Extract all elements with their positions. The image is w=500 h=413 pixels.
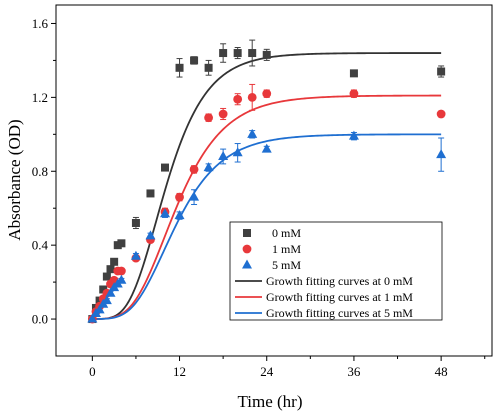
y-tick-label: 1.2 — [32, 90, 48, 105]
data-point-triangle — [218, 150, 229, 160]
legend-label: 0 mM — [272, 226, 301, 240]
y-tick-label: 1.6 — [32, 16, 49, 31]
legend-box — [229, 221, 443, 321]
data-point-triangle — [189, 191, 200, 201]
data-point-triangle — [87, 313, 98, 323]
data-point-triangle — [261, 143, 272, 153]
axes: 0 12 24 36 48 0.0 0.4 0.8 1.2 1.6 — [32, 4, 493, 379]
data-point-triangle — [94, 304, 105, 314]
data-point-circle — [218, 109, 228, 119]
data-point-triangle — [160, 208, 170, 218]
data-point-triangle — [247, 128, 258, 138]
data-point-square — [190, 56, 199, 65]
data-point-circle — [349, 89, 359, 99]
data-point-square — [110, 257, 119, 266]
data-point-circle — [436, 109, 446, 119]
data-point-circle — [262, 89, 272, 99]
data-point-square — [106, 265, 115, 274]
legend-label: Growth fitting curves at 1 mM — [266, 290, 413, 304]
x-tick-label: 12 — [173, 364, 186, 379]
data-point-triangle — [101, 295, 112, 305]
x-tick-label: 36 — [347, 364, 361, 379]
data-point-square — [161, 163, 169, 172]
x-tick-label: 0 — [89, 364, 96, 379]
data-point-triangle — [145, 230, 156, 240]
x-axis-title: Time (hr) — [237, 392, 302, 411]
legend-marker — [242, 259, 252, 269]
data-point-square — [102, 272, 111, 281]
data-point-square — [204, 63, 213, 72]
fit-curve — [92, 133, 442, 320]
x-tick-label: 48 — [435, 364, 448, 379]
data-point-square — [262, 50, 271, 59]
y-tick-label: 0.4 — [32, 238, 49, 253]
legend-label: 5 mM — [272, 258, 301, 272]
data-point-circle — [175, 192, 184, 202]
legend-label: Growth fitting curves at 0 mM — [266, 274, 413, 288]
data-point-square — [146, 189, 155, 198]
data-point-triangle — [105, 287, 116, 297]
data-point-triangle — [130, 250, 141, 260]
data-point-circle — [204, 113, 214, 123]
data-point-square — [117, 239, 126, 248]
data-point-square — [131, 218, 140, 227]
y-tick-label: 0.0 — [32, 312, 48, 327]
data-point-square — [437, 67, 446, 76]
legend: 0 mM 1 mM 5 mM Growth fitting curves at 0 m… — [229, 221, 443, 321]
data-point-circle — [189, 165, 199, 174]
legend-label: Growth fitting curves at 5 mM — [266, 306, 413, 320]
y-axis-title: Absorbance (OD) — [5, 119, 24, 240]
data-point-triangle — [116, 274, 127, 284]
data-point-square — [233, 49, 242, 58]
fit-curve — [92, 94, 442, 320]
data-point-triangle — [203, 162, 214, 172]
data-point-square — [248, 49, 257, 58]
plot-frame — [55, 4, 493, 357]
data-point-triangle — [436, 149, 447, 159]
data-points — [87, 49, 447, 324]
data-point-circle — [247, 92, 257, 102]
legend-label: 1 mM — [272, 242, 301, 256]
y-tick-label: 0.8 — [32, 164, 48, 179]
data-point-square — [99, 285, 108, 294]
data-point-square — [349, 69, 358, 78]
data-point-triangle — [232, 147, 243, 157]
data-point-circle — [117, 266, 126, 276]
x-tick-label: 24 — [260, 364, 274, 379]
legend-marker — [242, 244, 252, 254]
data-point-triangle — [348, 130, 359, 140]
data-point-triangle — [174, 210, 185, 220]
data-point-circle — [233, 94, 243, 104]
data-point-square — [219, 49, 228, 58]
data-point-square — [175, 63, 184, 72]
legend-marker — [243, 229, 251, 237]
